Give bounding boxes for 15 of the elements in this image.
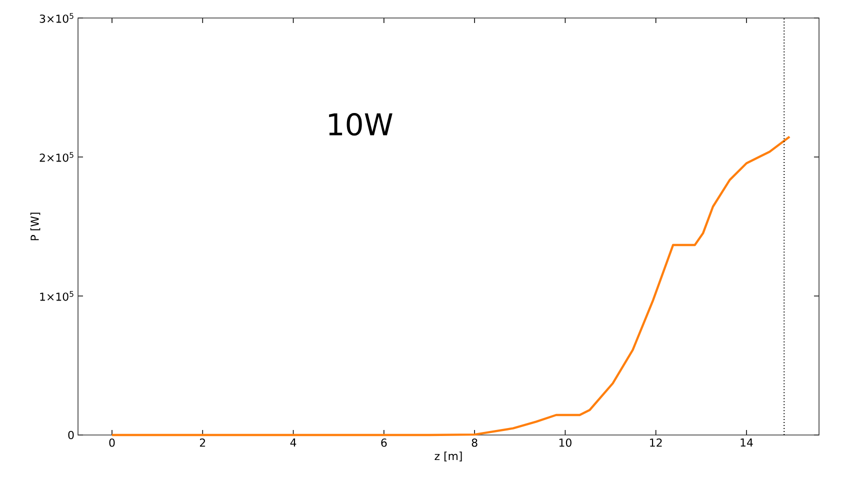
x-tick-label: 8 (472, 438, 478, 447)
x-tick-label: 12 (650, 438, 662, 447)
y-tick-label: 0 (68, 430, 74, 440)
x-tick-label: 2 (200, 438, 206, 447)
y-axis-title: P [W] (30, 212, 40, 240)
annotation: 10W (329, 113, 392, 136)
y-tick-label: 1×10$^{5}$ (40, 291, 74, 301)
x-tick-label: 4 (290, 438, 296, 447)
x-tick-label: 14 (740, 438, 753, 447)
y-tick-label: 2×10$^{5}$ (40, 152, 74, 162)
x-tick-label: 10 (559, 438, 572, 447)
y-tick-label: 3×10$^{5}$ (40, 13, 74, 23)
x-tick-label: 0 (109, 438, 115, 447)
x-axis-title: z [m] (434, 452, 462, 462)
x-tick-label: 6 (381, 438, 387, 447)
